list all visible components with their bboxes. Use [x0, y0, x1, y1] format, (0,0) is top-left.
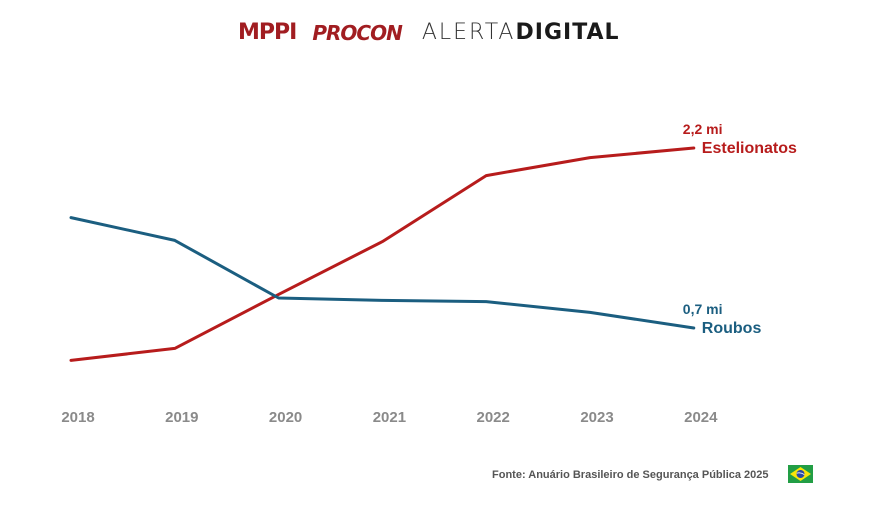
end-value-label: 2,2 mi — [683, 121, 723, 137]
x-tick-label: 2019 — [165, 409, 198, 426]
x-tick-label: 2022 — [477, 409, 510, 426]
series-name-label: Estelionatos — [702, 140, 797, 157]
x-tick-label: 2021 — [373, 409, 406, 426]
alerta-digital-logo: ALERTA DIGITAL — [422, 20, 620, 45]
source-note: Fonte: Anuário Brasileiro de Segurança P… — [492, 469, 769, 481]
series-line-estelionatos — [69, 146, 696, 362]
x-tick-label: 2020 — [269, 409, 302, 426]
digital-logo-text: DIGITAL — [515, 20, 620, 45]
series-name-label: Roubos — [702, 320, 762, 337]
series-line-roubos — [69, 216, 696, 330]
mppi-logo: MPPI — [238, 20, 297, 45]
brazil-flag-icon — [788, 465, 813, 483]
logo-bar: MPPI PROCON ALERTA DIGITAL — [238, 20, 620, 45]
x-tick-label: 2023 — [580, 409, 613, 426]
procon-logo: PROCON — [312, 20, 402, 45]
x-tick-label: 2024 — [684, 409, 718, 426]
x-tick-label: 2018 — [61, 409, 94, 426]
alerta-logo-text: ALERTA — [421, 20, 516, 45]
end-value-label: 0,7 mi — [683, 301, 723, 317]
